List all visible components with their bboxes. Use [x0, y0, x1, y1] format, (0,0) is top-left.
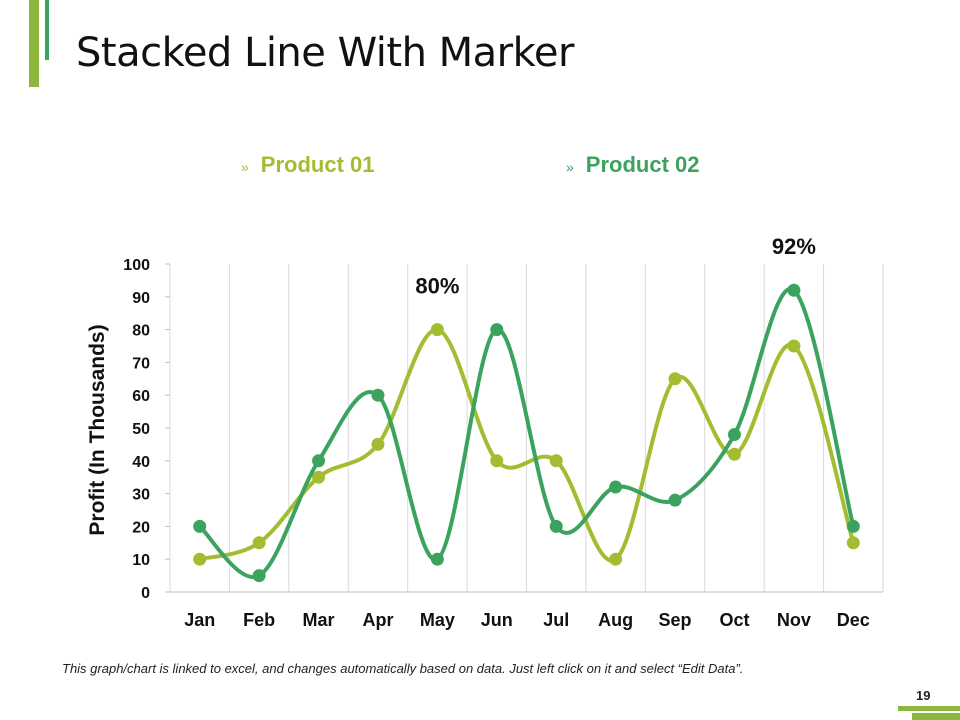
- x-tick-label: Sep: [659, 610, 692, 630]
- data-point: [787, 339, 801, 353]
- x-tick-label: Nov: [777, 610, 811, 630]
- data-point: [312, 470, 326, 484]
- bottom-accent-bar: [898, 706, 960, 711]
- y-tick-label: 10: [132, 552, 150, 569]
- data-point: [846, 519, 860, 533]
- y-tick-label: 80: [132, 323, 150, 340]
- bottom-accent-bar: [912, 713, 960, 720]
- data-point: [490, 454, 504, 468]
- y-tick-label: 70: [132, 355, 150, 372]
- data-point: [549, 454, 563, 468]
- y-tick-label: 20: [132, 519, 150, 536]
- data-point: [609, 480, 623, 494]
- data-point: [430, 323, 444, 337]
- data-point: [252, 569, 266, 583]
- data-point: [609, 552, 623, 566]
- data-point: [727, 428, 741, 442]
- legend-item-product-02[interactable]: » Product 02: [566, 152, 700, 178]
- x-tick-label: Mar: [303, 610, 335, 630]
- data-point: [787, 283, 801, 297]
- slide-title: Stacked Line With Marker: [76, 30, 574, 76]
- data-point: [371, 388, 385, 402]
- y-tick-label: 40: [132, 454, 150, 471]
- page-number: 19: [916, 688, 931, 703]
- x-tick-label: Aug: [598, 610, 633, 630]
- legend-label-product-01: Product 01: [260, 152, 375, 177]
- legend-label-product-02: Product 02: [585, 152, 700, 177]
- y-tick-label: 100: [123, 257, 150, 274]
- data-point: [193, 552, 207, 566]
- y-axis-label: Profit (In Thousands): [86, 324, 109, 535]
- data-label: 92%: [772, 234, 816, 259]
- data-point: [668, 372, 682, 386]
- data-point: [490, 323, 504, 337]
- x-tick-label: Oct: [719, 610, 749, 630]
- x-tick-label: Jul: [543, 610, 569, 630]
- legend-item-product-01[interactable]: » Product 01: [241, 152, 375, 178]
- y-tick-label: 90: [132, 290, 150, 307]
- data-point: [193, 519, 207, 533]
- y-tick-label: 50: [132, 421, 150, 438]
- legend-marker-icon: »: [566, 159, 574, 175]
- accent-bar-dark: [45, 0, 49, 60]
- y-tick-label: 30: [132, 487, 150, 504]
- data-point: [371, 437, 385, 451]
- legend-marker-icon: »: [241, 159, 249, 175]
- footnote: This graph/chart is linked to excel, and…: [62, 661, 744, 676]
- x-tick-label: Apr: [362, 610, 393, 630]
- data-point: [549, 519, 563, 533]
- data-point: [727, 447, 741, 461]
- x-tick-label: Dec: [837, 610, 870, 630]
- data-point: [252, 536, 266, 550]
- y-tick-label: 0: [141, 585, 150, 602]
- data-point: [430, 552, 444, 566]
- accent-bar-light: [29, 0, 39, 87]
- x-tick-label: May: [420, 610, 455, 630]
- data-label: 80%: [415, 274, 459, 299]
- y-tick-label: 60: [132, 388, 150, 405]
- data-point: [668, 493, 682, 507]
- x-tick-label: Feb: [243, 610, 275, 630]
- data-point: [846, 536, 860, 550]
- x-tick-label: Jun: [481, 610, 513, 630]
- x-tick-label: Jan: [184, 610, 215, 630]
- data-point: [312, 454, 326, 468]
